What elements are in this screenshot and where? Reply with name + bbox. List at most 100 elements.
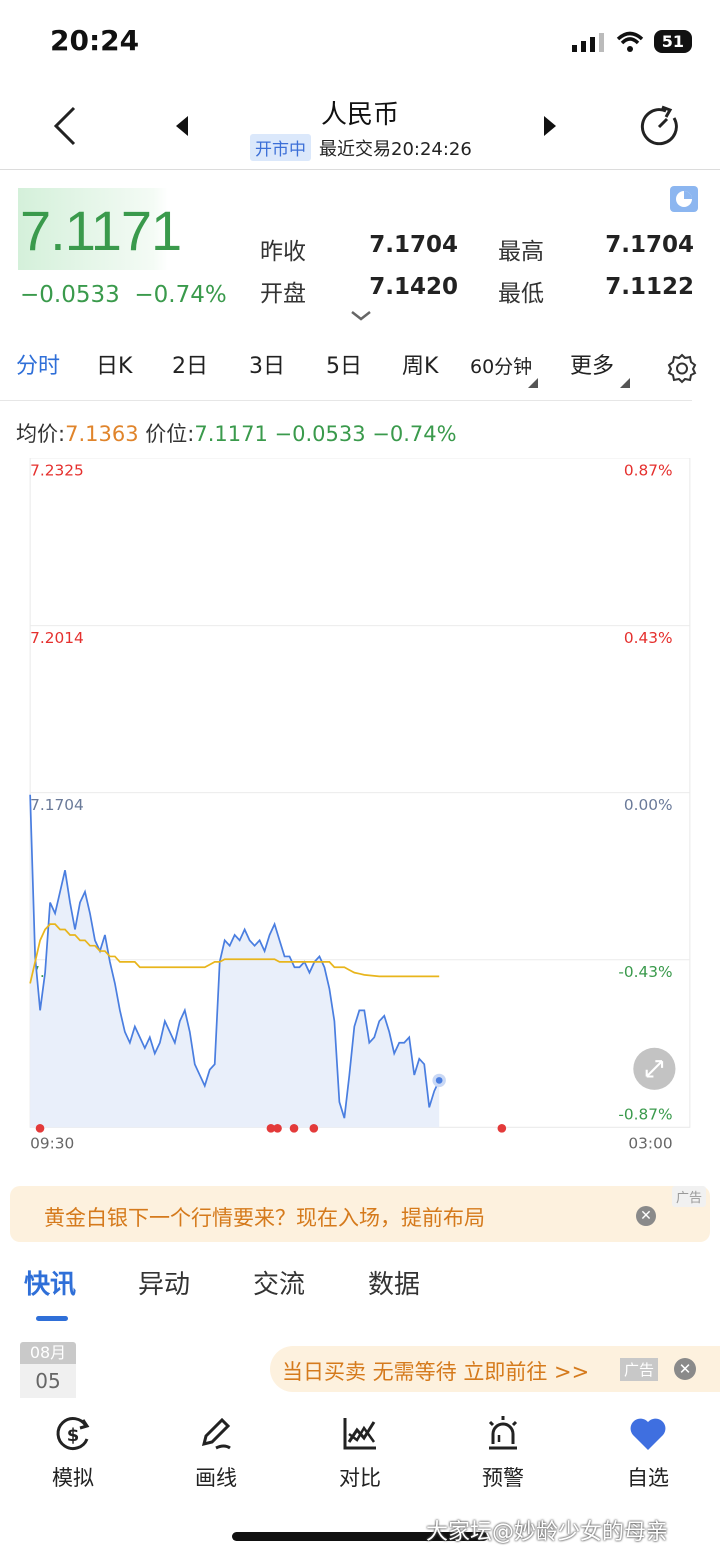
wifi-icon: [616, 31, 643, 52]
dollar-cycle-icon: $: [56, 1417, 90, 1451]
ad-banner[interactable]: [10, 1186, 710, 1242]
watermark-text: 大家坛@妙龄少女的母亲: [426, 1520, 669, 1545]
expand-icon: [645, 1060, 664, 1078]
market-status-line: 开市中 最近交易20:24:26: [250, 134, 472, 161]
stat-value-high: 7.1704: [605, 232, 694, 258]
y-tick-right: 0.43%: [624, 629, 673, 647]
refresh-icon[interactable]: [636, 104, 682, 150]
price-line: [29, 794, 440, 1119]
event-marker: [273, 1123, 282, 1133]
compare-chart-icon: [343, 1418, 376, 1450]
svg-text:$: $: [67, 1425, 80, 1446]
ad-tag: 广告: [672, 1186, 707, 1207]
tab-weekly-k[interactable]: 周K: [402, 354, 439, 379]
stat-label-prev-close: 昨收: [260, 239, 306, 265]
event-marker: [266, 1123, 276, 1133]
price-highlight: [18, 188, 168, 270]
last-price-dot: [435, 1077, 443, 1084]
y-tick-right: -0.87%: [618, 1106, 672, 1124]
price-area: [30, 794, 440, 1128]
tab-data[interactable]: 数据: [368, 1270, 421, 1300]
stat-value-open: 7.1420: [369, 274, 458, 300]
tab-flash-news[interactable]: 快讯: [24, 1270, 77, 1300]
market-open-badge: 开市中: [250, 134, 311, 161]
home-indicator: [232, 1532, 488, 1541]
timeframe-tabs: 分时 日K 2日 3日 5日 周K 60分钟 更多: [0, 348, 720, 398]
current-price: 7.1171: [20, 199, 182, 262]
tabs-divider: [0, 400, 692, 401]
expand-chevron-icon[interactable]: [350, 310, 372, 322]
tab-5day[interactable]: 5日: [326, 354, 362, 379]
date-badge: 08月 05: [20, 1342, 76, 1398]
event-marker: [289, 1123, 299, 1133]
status-icons: 51: [571, 30, 692, 53]
dropdown-corner-icon: [528, 378, 538, 388]
floating-ad-close-icon[interactable]: ✕: [674, 1358, 696, 1380]
tool-label: 预警: [482, 1466, 524, 1490]
news-tabs: 快讯 异动 交流 数据: [0, 1264, 720, 1324]
last-trade-time: 最近交易20:24:26: [319, 138, 472, 160]
tab-more[interactable]: 更多: [570, 354, 615, 379]
settings-gear-icon[interactable]: [666, 352, 698, 384]
tool-label: 对比: [339, 1466, 381, 1490]
event-marker: [309, 1123, 319, 1133]
page-title: 人民币: [320, 100, 399, 130]
tab-3day[interactable]: 3日: [249, 354, 285, 379]
price-label: 价位:: [145, 422, 195, 446]
price-change: −0.0533 −0.74%: [20, 282, 227, 308]
tab-2day[interactable]: 2日: [172, 354, 208, 379]
battery-indicator: 51: [653, 30, 692, 53]
prev-instrument-icon[interactable]: [172, 114, 190, 138]
floating-ad-text[interactable]: 当日买卖 无需等待 立即前往 >>: [282, 1360, 590, 1384]
tool-alert[interactable]: 预警: [458, 1414, 548, 1492]
event-marker: [497, 1123, 507, 1133]
dropdown-corner-icon: [620, 378, 630, 388]
stat-value-low: 7.1122: [605, 274, 694, 300]
stat-label-high: 最高: [498, 239, 544, 265]
next-instrument-icon[interactable]: [542, 114, 560, 138]
avg-label: 均价:: [16, 422, 66, 446]
tool-compare[interactable]: 对比: [315, 1414, 405, 1492]
tab-movements[interactable]: 异动: [138, 1270, 191, 1300]
tool-draw[interactable]: 画线: [171, 1414, 261, 1492]
intraday-chart[interactable]: 7.23250.87%7.20140.43%7.17040.00%7.1394-…: [14, 458, 706, 1158]
header-divider: [0, 169, 720, 170]
ad-text[interactable]: 黄金白银下一个行情要来？现在入场，提前布局: [44, 1206, 485, 1230]
y-tick-left: 7.1704: [30, 796, 84, 814]
date-day: 05: [20, 1364, 76, 1398]
heart-icon: [630, 1418, 666, 1450]
tab-60min[interactable]: 60分钟: [470, 356, 533, 378]
y-tick-left: 7.2325: [30, 461, 84, 479]
event-marker: [35, 1123, 45, 1133]
active-tab-underline: [36, 1316, 68, 1321]
change-value: −0.0533: [20, 282, 120, 308]
back-icon[interactable]: [48, 104, 88, 148]
y-tick-right: -0.43%: [618, 963, 672, 981]
y-tick-left: 7.2014: [30, 629, 84, 647]
stat-value-prev-close: 7.1704: [369, 232, 458, 258]
avg-value: 7.1363: [65, 422, 139, 446]
tool-label: 自选: [627, 1466, 669, 1490]
pie-chart-icon[interactable]: [670, 186, 698, 212]
date-month: 08月: [20, 1342, 76, 1364]
tab-daily-k[interactable]: 日K: [96, 354, 133, 379]
x-tick-end: 03:00: [628, 1134, 672, 1152]
tab-discussion[interactable]: 交流: [253, 1270, 306, 1300]
ad-close-icon[interactable]: ✕: [636, 1206, 656, 1226]
alarm-icon: [488, 1416, 518, 1450]
tool-watchlist[interactable]: 自选: [603, 1414, 693, 1492]
floating-ad-tag: 广告: [620, 1358, 659, 1381]
stat-label-open: 开盘: [260, 281, 306, 307]
tool-label: 模拟: [52, 1466, 94, 1490]
tab-intraday[interactable]: 分时: [16, 354, 61, 379]
y-tick-right: 0.00%: [624, 796, 673, 814]
average-price-line: 均价:7.1363 价位:7.1171 −0.0533 −0.74%: [16, 418, 457, 448]
pen-icon: [201, 1417, 231, 1450]
price-value: 7.1171 −0.0533 −0.74%: [194, 422, 457, 446]
tool-label: 画线: [195, 1466, 237, 1490]
signal-icon: [571, 32, 604, 52]
bottom-toolbar: $ 模拟 画线 对比 预警 自选: [0, 1414, 720, 1494]
y-tick-right: 0.87%: [624, 461, 673, 479]
change-percent: −0.74%: [134, 282, 227, 308]
tool-simulate[interactable]: $ 模拟: [28, 1414, 118, 1492]
